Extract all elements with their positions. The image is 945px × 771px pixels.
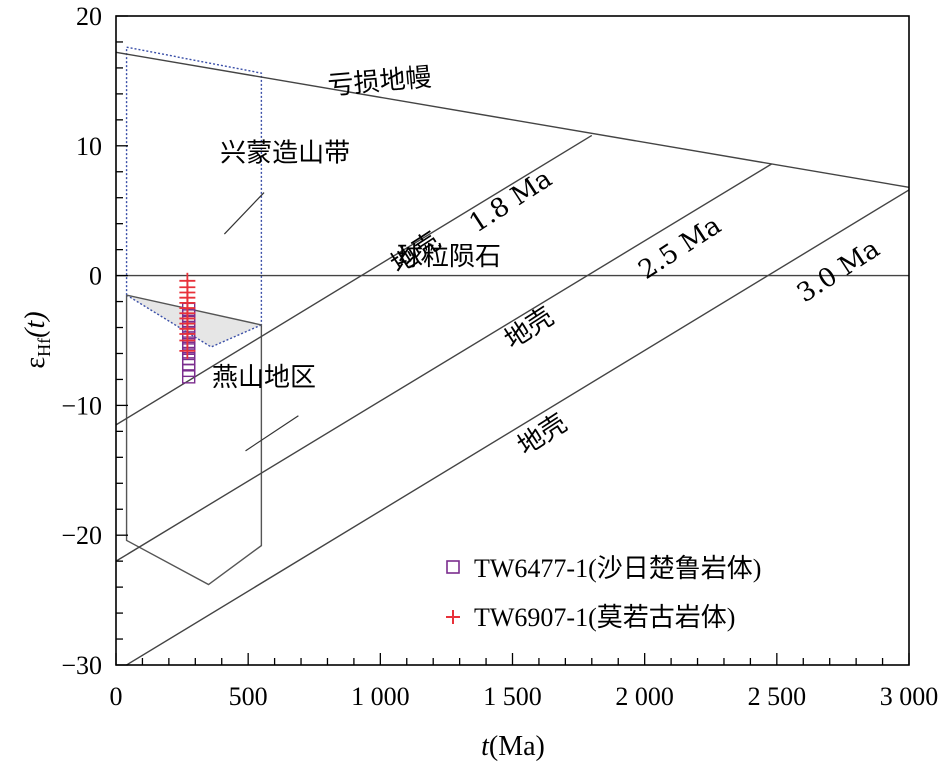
x-tick-label: 1 000	[351, 682, 410, 711]
x-tick-label: 2 000	[615, 682, 674, 711]
data-points-layer	[179, 272, 196, 384]
leader-lines-layer	[223, 192, 299, 452]
y-tick-label: 0	[89, 262, 102, 291]
point-square	[181, 370, 196, 384]
x-axis-title-unit: (Ma)	[489, 731, 545, 762]
y-tick-label: −20	[61, 521, 102, 550]
x-tick-label: 500	[229, 682, 268, 711]
annotation-1: 兴蒙造山带	[220, 138, 350, 168]
y-axis-title-main: ε	[20, 357, 51, 369]
ticks-layer	[115, 15, 910, 666]
y-tick-label: 10	[76, 132, 102, 161]
x-tick-label: 2 500	[748, 682, 807, 711]
y-tick-label: 20	[76, 2, 102, 31]
reference-lines-layer	[115, 51, 910, 666]
annotation-3: 球粒陨石	[397, 242, 501, 272]
y-tick-label: −10	[61, 391, 102, 420]
x-axis-title: t(Ma)	[481, 731, 545, 762]
x-tick-label: 1 500	[483, 682, 542, 711]
legend: TW6477-1(沙日楚鲁岩体) TW6907-1(莫若古岩体)	[446, 554, 761, 632]
annotation-6: 地壳	[499, 302, 559, 355]
x-tick-label: 0	[110, 682, 123, 711]
legend-label-2: TW6907-1(莫若古岩体)	[474, 603, 735, 632]
annotation-5: 1.8 Ma	[464, 164, 557, 239]
tick-labels-layer: 0 500 1 000 1 500 2 000 2 500 3 000 20 10 0 −10 −20…	[61, 2, 938, 711]
annotation-2: 燕山地区	[212, 363, 316, 393]
annotation-9: 3.0 Ma	[792, 234, 885, 309]
region-xingmeng-lower-edge	[126, 294, 262, 348]
x-tick-label: 3 000	[880, 682, 939, 711]
y-axis-title-rest: (t)	[20, 311, 51, 337]
region-xingmeng-outline	[125, 46, 263, 325]
y-axis-title: εHf(t)	[20, 311, 54, 368]
x-axis-title-italic: t	[481, 731, 490, 762]
reference-line-0	[115, 51, 910, 189]
legend-marker-plus	[446, 610, 460, 624]
region-yanshan-outline	[125, 294, 263, 586]
leader-yanshan	[245, 415, 299, 452]
y-axis-title-sub: Hf	[34, 338, 54, 357]
annotation-8: 地壳	[513, 408, 573, 461]
annotation-7: 2.5 Ma	[633, 211, 726, 286]
leader-xingmeng	[223, 192, 265, 235]
legend-label-1: TW6477-1(沙日楚鲁岩体)	[474, 554, 761, 583]
reference-line-4	[126, 189, 910, 666]
reference-line-3	[115, 163, 772, 562]
annotation-0: 亏损地幔	[327, 63, 433, 102]
y-tick-label: −30	[61, 651, 102, 680]
point-plus	[179, 342, 196, 359]
legend-marker-square	[446, 560, 460, 574]
